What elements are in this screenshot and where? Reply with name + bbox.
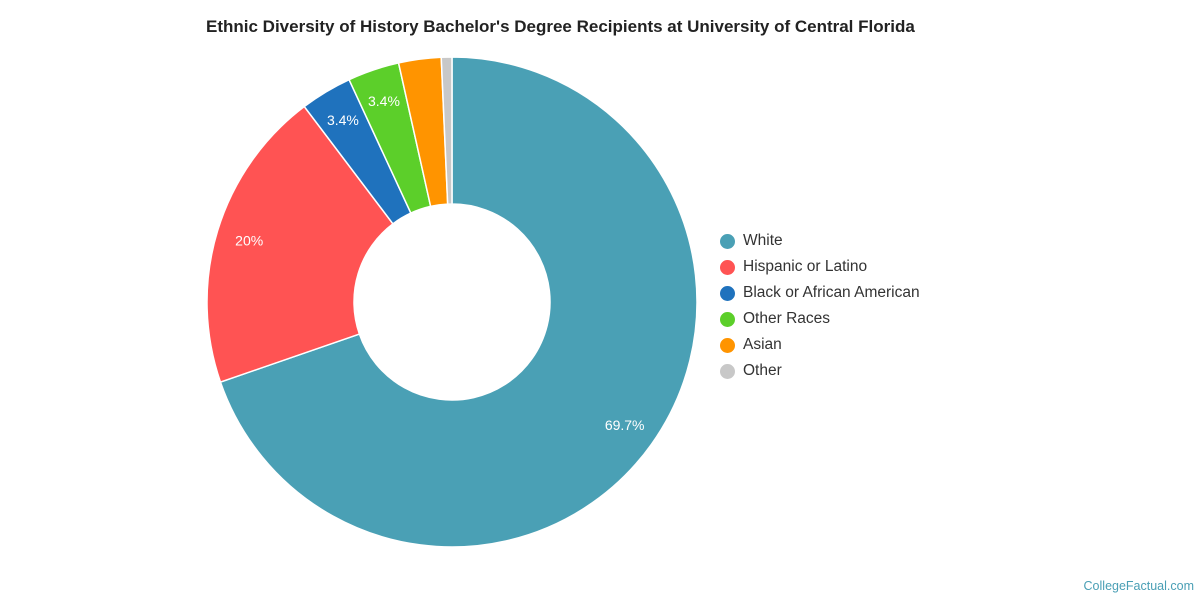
legend-marker [720,233,735,249]
slice-other[interactable] [440,56,453,205]
legend-item[interactable]: Asian [720,332,920,358]
credit-link[interactable]: CollegeFactual.com [1083,579,1194,593]
slice-hispanic-or-latino[interactable] [206,105,394,384]
data-label: 69.7% [605,417,645,433]
legend-item[interactable]: Hispanic or Latino [720,254,920,280]
legend-label: Other [743,362,782,379]
legend-label: Black or African American [743,284,920,301]
legend-marker [720,337,735,353]
chart-title: Ethnic Diversity of History Bachelor's D… [206,17,915,36]
legend-label: Other Races [743,310,831,327]
legend-item[interactable]: Other [720,358,920,384]
legend-marker [720,311,735,327]
legend-marker [720,259,735,275]
data-label: 3.4% [368,93,400,109]
legend-item[interactable]: White [720,228,920,254]
legend: White Hispanic or Latino Black or African … [720,228,920,384]
legend-item[interactable]: Other Races [720,306,920,332]
data-label: 3.4% [327,112,359,128]
legend-label: Asian [743,336,782,353]
data-label: 20% [235,232,263,248]
legend-label: Hispanic or Latino [743,258,868,275]
legend-marker [720,285,735,301]
slice-white[interactable] [219,56,698,548]
legend-marker [720,363,735,379]
legend-item[interactable]: Black or African American [720,280,920,306]
legend-label: White [743,232,783,249]
